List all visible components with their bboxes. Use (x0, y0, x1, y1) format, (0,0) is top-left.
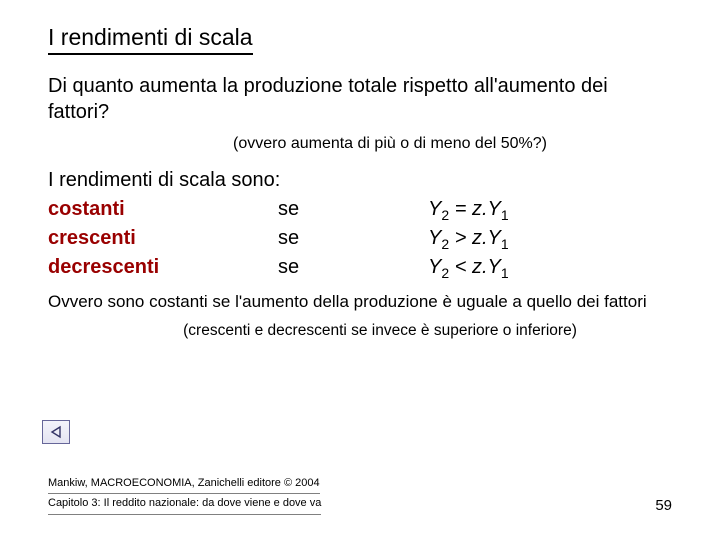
row-mid: se (278, 227, 428, 250)
row-mid: se (278, 198, 428, 221)
row-label: decrescenti (48, 256, 278, 279)
back-arrow-icon (42, 420, 70, 444)
row-formula: Y2 > z.Y1 (428, 227, 672, 252)
slide-title: I rendimenti di scala (48, 24, 253, 55)
table-row: costanti se Y2 = z.Y1 (48, 198, 672, 223)
footer-line-2: Capitolo 3: Il reddito nazionale: da dov… (48, 495, 321, 515)
returns-table: costanti se Y2 = z.Y1 crescenti se Y2 > … (48, 198, 672, 281)
explanation-1: Ovvero sono costanti se l'aumento della … (48, 291, 672, 314)
table-row: crescenti se Y2 > z.Y1 (48, 227, 672, 252)
table-row: decrescenti se Y2 < z.Y1 (48, 256, 672, 281)
row-label: crescenti (48, 227, 278, 250)
row-mid: se (278, 256, 428, 279)
sub-question: (ovvero aumenta di più o di meno del 50%… (48, 135, 672, 153)
main-question: Di quanto aumenta la produzione totale r… (48, 73, 672, 125)
footer-line-1: Mankiw, MACROECONOMIA, Zanichelli editor… (48, 475, 320, 495)
page-number: 59 (655, 497, 672, 514)
footer-credits: Mankiw, MACROECONOMIA, Zanichelli editor… (48, 475, 321, 516)
explanation-2: (crescenti e decrescenti se invece è sup… (48, 322, 672, 340)
intro-line: I rendimenti di scala sono: (48, 169, 672, 192)
back-button[interactable] (42, 420, 70, 444)
row-formula: Y2 = z.Y1 (428, 198, 672, 223)
row-label: costanti (48, 198, 278, 221)
row-formula: Y2 < z.Y1 (428, 256, 672, 281)
